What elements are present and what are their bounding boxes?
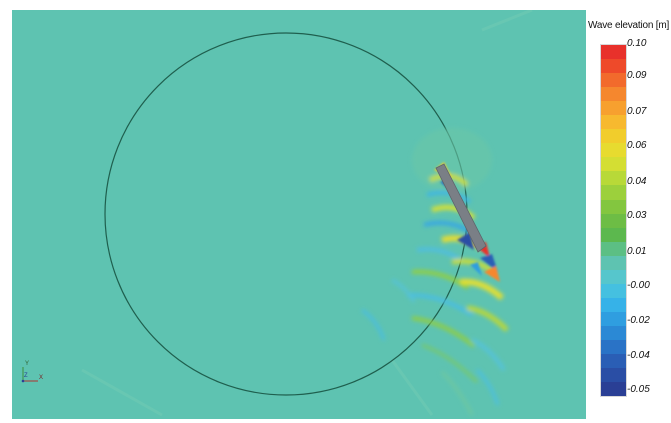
colorbar-segment: [601, 213, 626, 228]
axis-z-label: Z: [24, 373, 28, 379]
colorbar-segment: [601, 311, 626, 326]
colorbar-segment: [601, 255, 626, 270]
water-surface: [12, 10, 586, 419]
colorbar-segment: [601, 73, 626, 88]
colorbar-segment: [601, 87, 626, 102]
colorbar-tick-label: -0.05: [627, 384, 650, 395]
colorbar-tick-label: 0.06: [627, 140, 647, 151]
ship-hull[interactable]: [435, 163, 487, 253]
wave-elevation-field: [12, 10, 586, 419]
colorbar: [600, 44, 627, 397]
colorbar-title: Wave elevation [m]: [588, 20, 670, 31]
wake-pattern: [361, 128, 509, 416]
colorbar-tick-label: -0.02: [627, 315, 650, 326]
axis-y-label: Y: [25, 361, 29, 367]
colorbar-segment: [601, 297, 626, 312]
colorbar-segment: [601, 283, 626, 298]
colorbar-tick-label: 0.01: [627, 246, 647, 257]
colorbar-tick-label: 0.09: [627, 70, 647, 81]
colorbar-segment: [601, 185, 626, 200]
colorbar-segment: [601, 339, 626, 355]
colorbar-tick-label: 0.03: [627, 210, 647, 221]
colorbar-tick-label: 0.07: [627, 106, 647, 117]
colorbar-segment: [601, 368, 626, 383]
colorbar-segment: [601, 101, 626, 116]
colorbar-tick-label: -0.00: [627, 280, 650, 291]
colorbar-segment: [601, 382, 626, 397]
colorbar-tick-label: 0.04: [627, 176, 647, 187]
colorbar-segment: [601, 115, 626, 130]
colorbar-segment: [601, 199, 626, 214]
colorbar-segment: [601, 129, 626, 144]
colorbar-segment: [601, 157, 626, 172]
colorbar-segment: [601, 325, 626, 340]
colorbar-segment: [601, 59, 626, 74]
colorbar-segment: [601, 354, 626, 369]
background-streaks: [81, 10, 533, 417]
colorbar-segment: [601, 269, 626, 284]
colorbar-segment: [601, 143, 626, 158]
colorbar-segment: [601, 241, 626, 256]
axis-x-label: X: [39, 375, 43, 381]
colorbar-segment: [601, 171, 626, 186]
simulation-viewport[interactable]: Y Z X: [12, 10, 586, 419]
colorbar-segment: [601, 45, 626, 60]
colorbar-segment: [601, 227, 626, 242]
colorbar-tick-label: -0.04: [627, 350, 650, 361]
axes-triad: Y Z X: [18, 357, 48, 387]
colorbar-tick-label: 0.10: [627, 38, 647, 49]
